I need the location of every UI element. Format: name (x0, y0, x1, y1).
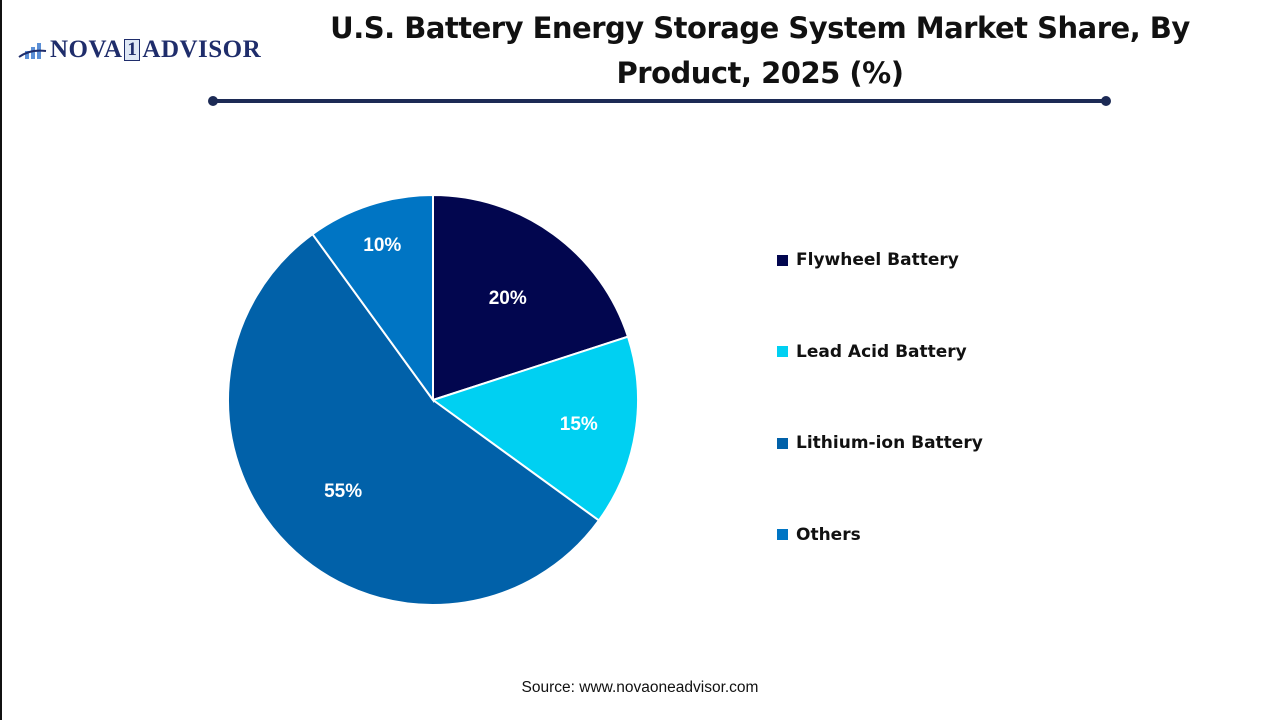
source-text: Source: www.novaoneadvisor.com (521, 679, 759, 696)
logo-text-one: 1 (124, 39, 141, 61)
legend-swatch (777, 346, 788, 357)
legend-item: Others (777, 525, 861, 545)
pie-slice-lithium-ion-battery (227, 232, 601, 606)
pie-slice-flywheel-battery (432, 193, 630, 402)
slice-value-label: 55% (324, 481, 362, 502)
pie-slice-others (311, 193, 434, 404)
legend-swatch (777, 437, 788, 449)
rule-right-dot (1101, 96, 1111, 106)
legend-label: Lithium-ion Battery (796, 433, 983, 453)
legend-swatch (777, 254, 788, 266)
logo-text-advisor: ADVISOR (142, 36, 262, 63)
legend-label: Flywheel Battery (796, 250, 959, 270)
slice-value-label: 20% (489, 288, 527, 309)
logo-text-nova: NOVA (50, 36, 123, 63)
legend-label: Lead Acid Battery (796, 341, 967, 362)
legend-label: Others (796, 524, 861, 545)
slice-value-label: 15% (560, 414, 598, 435)
title-divider (213, 99, 1107, 103)
legend-item: Flywheel Battery (777, 250, 959, 270)
nova-advisor-logo: NOVA 1 ADVISOR (18, 36, 261, 64)
chart-title: U.S. Battery Energy Storage System Marke… (330, 11, 1190, 90)
legend-item: Lithium-ion Battery (777, 433, 983, 453)
slice-value-label: 10% (363, 235, 401, 256)
bar-chart-logo-icon (18, 43, 47, 59)
legend-item: Lead Acid Battery (777, 342, 967, 362)
legend-swatch (777, 529, 788, 540)
pie-slice-lead-acid-battery (430, 335, 639, 522)
